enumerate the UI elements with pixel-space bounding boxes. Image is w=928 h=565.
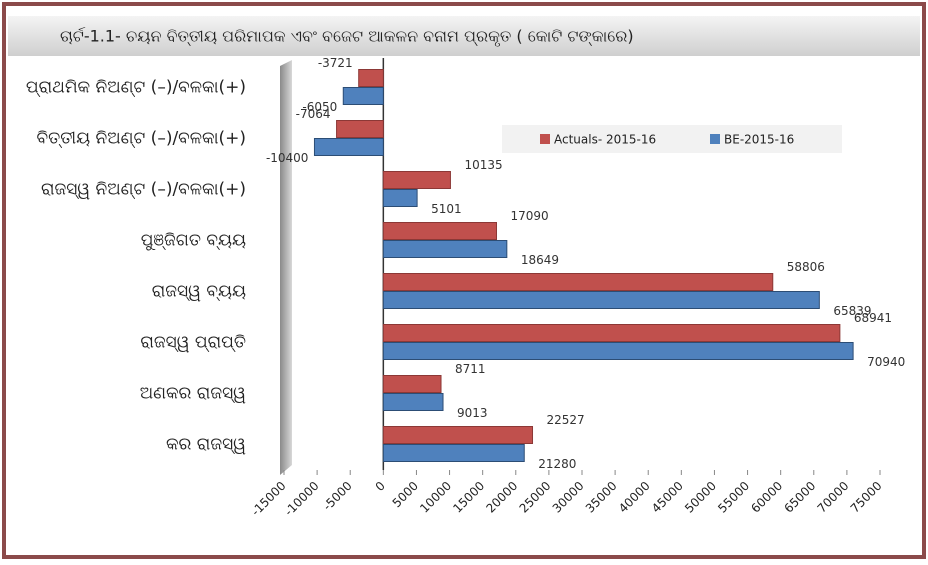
y-tick-label: ଅଣକର ରାଜସ୍ୱ bbox=[140, 384, 246, 404]
value-label: 70940 bbox=[867, 355, 905, 369]
bar bbox=[336, 120, 384, 138]
value-label: -7064 bbox=[296, 107, 331, 121]
legend-label: Actuals- 2015-16 bbox=[554, 133, 656, 147]
value-label: -6050 bbox=[302, 100, 337, 114]
bar bbox=[382, 324, 841, 342]
bar bbox=[382, 222, 498, 240]
y-tick-label: ରାଜସ୍ୱ ପ୍ରାପ୍ତି bbox=[140, 333, 246, 353]
bar bbox=[382, 375, 442, 393]
title-bar bbox=[8, 16, 920, 56]
value-label: 8711 bbox=[455, 362, 486, 376]
value-label: 18649 bbox=[521, 253, 559, 267]
bar bbox=[382, 240, 508, 258]
legend-swatch bbox=[710, 134, 720, 144]
value-label: 58806 bbox=[787, 260, 825, 274]
bar bbox=[342, 87, 384, 105]
bar bbox=[382, 273, 774, 291]
value-label: 22527 bbox=[547, 413, 585, 427]
y-tick-label: ବିତ୍ତୀୟ ନିଅଣ୍ଟ (–)/ବଳକା(+) bbox=[37, 129, 246, 149]
bar bbox=[382, 444, 525, 462]
value-label: 21280 bbox=[538, 457, 576, 471]
value-label: 17090 bbox=[511, 209, 549, 223]
y-tick-label: ପୁଞ୍ଜିଗତ ବ୍ୟୟ bbox=[141, 231, 246, 251]
bar bbox=[382, 393, 444, 411]
bar bbox=[382, 342, 854, 360]
legend-swatch bbox=[540, 134, 550, 144]
bar bbox=[313, 138, 384, 156]
value-label: 10135 bbox=[464, 158, 502, 172]
bar bbox=[358, 69, 384, 87]
legend-box bbox=[502, 125, 842, 153]
value-label: 68941 bbox=[854, 311, 892, 325]
legend-label: BE-2015-16 bbox=[724, 133, 794, 147]
value-label: -3721 bbox=[318, 56, 353, 70]
wall bbox=[280, 60, 292, 475]
y-tick-label: କର ରାଜସ୍ୱ bbox=[166, 435, 246, 455]
value-label: 5101 bbox=[431, 202, 462, 216]
chart-title: ଚାର୍ଟ-1.1- ଚୟନ ବିତ୍ତୀୟ ପରିମାପକ ଏବଂ ବଜେଟ … bbox=[60, 27, 634, 47]
y-tick-label: ରାଜସ୍ୱ ନିଅଣ୍ଟ (–)/ବଳକା(+) bbox=[41, 180, 246, 200]
bar bbox=[382, 171, 451, 189]
value-label: -10400 bbox=[266, 151, 309, 165]
bar bbox=[382, 291, 820, 309]
y-tick-label: ପ୍ରାଥମିକ ନିଅଣ୍ଟ (–)/ବଳକା(+) bbox=[26, 78, 246, 98]
value-label: 9013 bbox=[457, 406, 488, 420]
value-label: 65839 bbox=[833, 304, 871, 318]
bar bbox=[382, 189, 418, 207]
bar bbox=[382, 426, 534, 444]
y-tick-label: ରାଜସ୍ୱ ବ୍ୟୟ bbox=[152, 282, 246, 302]
